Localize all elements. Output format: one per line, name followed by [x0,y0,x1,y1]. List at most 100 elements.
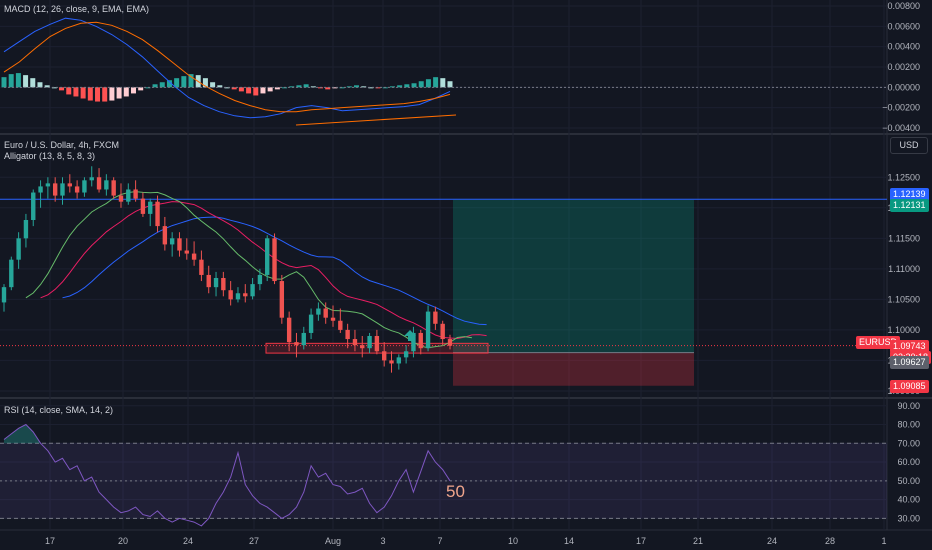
macd-histogram-bar [23,75,29,88]
macd-y-tick-label: 0.00400 [887,42,920,52]
macd-histogram-bar [440,78,446,88]
macd-y-tick-label: 0.00200 [887,62,920,72]
macd-histogram-bar [30,78,36,88]
candle-body [191,253,197,260]
candle-body [31,192,36,220]
candle-body [418,332,423,349]
candle-body [126,189,131,202]
macd-histogram-bar [325,87,331,90]
macd-histogram-bar [418,81,424,88]
macd-histogram-bar [296,85,302,88]
macd-histogram-bar [15,73,21,88]
grid [0,0,887,530]
macd-histogram-bar [181,76,187,88]
stop-zone [453,352,694,386]
candle-body [89,177,94,181]
macd-histogram-bar [80,87,86,99]
candle-body [169,238,175,245]
candle-body [360,345,365,349]
candle-body [74,186,80,193]
candle-body [9,259,14,288]
macd-histogram-bar [224,87,230,89]
rsi-annotation: 50 [446,482,465,501]
price-tag: 1.12131 [890,198,929,212]
price-tag: 1.09743 [890,339,929,353]
macd-histogram-bar [231,87,237,90]
candle-body [60,183,65,196]
x-tick-label: 28 [825,536,835,546]
macd-histogram-bar [130,87,136,94]
price-pane [0,166,887,386]
price-y-tick-label: 1.12500 [887,172,920,182]
candle-body [96,177,102,190]
macd-histogram-bar [339,87,345,89]
candle-body [272,238,277,282]
candle-body [140,198,146,214]
macd-histogram-bar [1,77,7,88]
candle-body [104,180,109,190]
macd-histogram-bar [246,87,252,94]
macd-histogram-bar [44,85,50,88]
x-tick-label: 7 [437,536,442,546]
candle-body [389,360,394,364]
alligator-title: Alligator (13, 8, 5, 8, 3) [4,151,96,161]
candle-body [38,186,43,193]
axes: 17202427Aug3710141721242811.125001.12000… [45,1,920,546]
macd-histogram-bar [59,87,65,91]
macd-histogram-bar [210,82,216,88]
rsi-y-tick-label: 90.00 [897,401,920,411]
candle-body [279,281,285,318]
candle-body [257,274,263,285]
candle-body [382,351,387,361]
symbol-title: Euro / U.S. Dollar, 4h, FXCM [4,140,120,150]
rsi-y-tick-label: 40.00 [897,495,920,505]
candle-body [243,293,248,297]
macd-histogram-bar [217,85,223,88]
price-y-tick-label: 1.11000 [888,264,920,274]
candle-body [52,183,58,196]
candle-body [323,308,328,318]
price-tag: 1.09627 [890,355,929,369]
macd-histogram-bar [447,81,453,88]
candle-body [286,317,292,343]
macd-y-tick-label: 0.00800 [887,1,920,11]
macd-histogram-bar [310,86,316,88]
candle-body [433,311,438,324]
candle-body [206,274,211,288]
x-tick-label: 20 [118,536,128,546]
macd-histogram-bar [73,87,79,97]
candle-body [148,201,153,214]
macd-histogram-bar [37,82,43,88]
macd-histogram-bar [411,83,417,88]
candle-body [155,201,160,227]
macd-histogram-bar [51,87,57,89]
alligator-teeth [40,201,487,340]
signal-line [3,21,451,113]
x-tick-label: 24 [767,536,777,546]
candle-body [367,336,372,349]
macd-histogram-bar [397,85,403,88]
target-zone [453,199,694,353]
macd-histogram-bar [318,87,324,89]
candle-body [235,293,241,300]
candle-body [133,189,138,199]
candle-body [301,332,306,346]
rsi-y-tick-label: 70.00 [897,438,920,448]
macd-histogram-bar [267,87,273,92]
candle-body [330,317,336,321]
macd-histogram-bar [87,87,93,101]
macd-histogram-bar [260,87,266,94]
candle-body [16,238,21,260]
price-y-tick-label: 1.10500 [887,294,920,304]
macd-histogram-bar [303,84,309,88]
macd-histogram-bar [138,87,144,91]
macd-histogram-bar [404,84,410,88]
x-tick-label: 27 [249,536,259,546]
macd-histogram-bar [361,86,367,88]
currency-selector[interactable]: USD [890,137,928,154]
rsi-title: RSI (14, close, SMA, 14, 2) [4,405,114,415]
candle-body [316,308,321,315]
macd-histogram-bar [368,87,374,89]
macd-y-tick-label: −0.00200 [882,103,920,113]
